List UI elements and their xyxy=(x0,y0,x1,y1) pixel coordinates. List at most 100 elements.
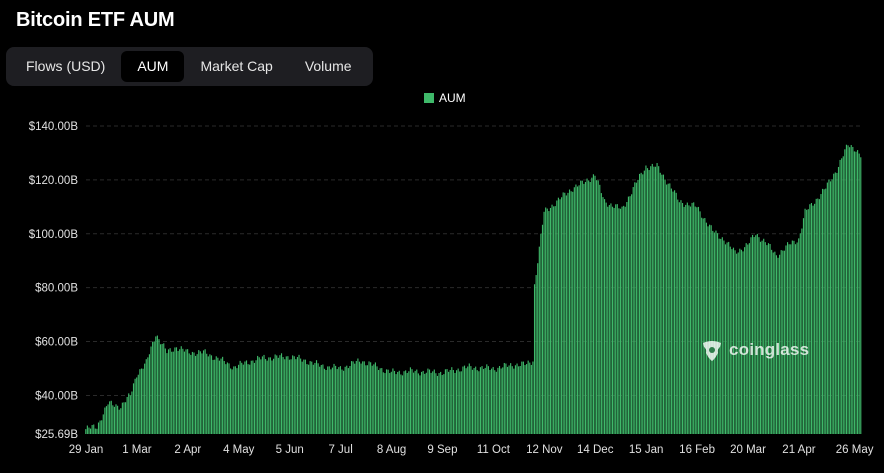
aum-bar[interactable] xyxy=(152,341,154,434)
aum-bar[interactable] xyxy=(751,234,754,434)
aum-bar[interactable] xyxy=(511,366,513,434)
aum-bar[interactable] xyxy=(553,206,555,434)
aum-bar[interactable] xyxy=(580,180,582,434)
aum-bar[interactable] xyxy=(822,188,824,434)
aum-bar[interactable] xyxy=(233,366,235,434)
aum-bar[interactable] xyxy=(498,366,501,434)
aum-bar[interactable] xyxy=(616,204,618,434)
aum-bar[interactable] xyxy=(331,367,334,434)
aum-bar[interactable] xyxy=(607,206,609,434)
aum-bar[interactable] xyxy=(753,237,755,434)
aum-bar[interactable] xyxy=(860,157,862,434)
aum-bar[interactable] xyxy=(481,366,483,434)
aum-bar[interactable] xyxy=(731,249,733,434)
aum-bar[interactable] xyxy=(161,343,163,434)
aum-bar[interactable] xyxy=(406,373,408,434)
aum-bar[interactable] xyxy=(368,361,370,434)
aum-bar[interactable] xyxy=(782,250,784,434)
aum-bar[interactable] xyxy=(110,400,112,434)
aum-bar[interactable] xyxy=(292,355,294,434)
aum-bar[interactable] xyxy=(710,225,712,434)
aum-bar[interactable] xyxy=(589,181,591,434)
aum-bar[interactable] xyxy=(611,206,614,434)
aum-bar[interactable] xyxy=(603,199,606,434)
aum-bar[interactable] xyxy=(532,361,534,434)
aum-bar[interactable] xyxy=(678,202,680,434)
aum-bar[interactable] xyxy=(787,242,789,434)
aum-bar[interactable] xyxy=(796,242,798,434)
aum-bar[interactable] xyxy=(349,366,351,434)
aum-bar[interactable] xyxy=(115,404,117,434)
aum-bar[interactable] xyxy=(155,336,157,434)
aum-bar[interactable] xyxy=(597,180,599,434)
aum-bar[interactable] xyxy=(658,166,660,434)
aum-bar[interactable] xyxy=(849,147,851,434)
aum-bar[interactable] xyxy=(648,170,650,435)
aum-bar[interactable] xyxy=(199,351,201,434)
aum-bar[interactable] xyxy=(341,369,343,434)
aum-bar[interactable] xyxy=(664,179,666,434)
aum-bar[interactable] xyxy=(131,391,133,434)
aum-bar[interactable] xyxy=(744,247,746,434)
aum-bar[interactable] xyxy=(303,359,305,434)
aum-bar[interactable] xyxy=(253,362,256,434)
aum-bar[interactable] xyxy=(378,370,380,434)
aum-bar[interactable] xyxy=(713,232,715,434)
aum-bar[interactable] xyxy=(588,180,590,434)
aum-bar[interactable] xyxy=(409,367,411,434)
tab-volume[interactable]: Volume xyxy=(304,58,352,74)
aum-bar[interactable] xyxy=(471,369,474,434)
aum-bar[interactable] xyxy=(408,371,410,434)
aum-bar[interactable] xyxy=(734,250,736,434)
aum-bar[interactable] xyxy=(175,347,178,434)
aum-bar[interactable] xyxy=(699,211,701,434)
aum-bar[interactable] xyxy=(707,226,709,434)
aum-bar[interactable] xyxy=(502,367,504,434)
aum-bar[interactable] xyxy=(828,179,830,434)
aum-bar[interactable] xyxy=(686,202,688,434)
aum-bar[interactable] xyxy=(591,177,593,434)
aum-bar[interactable] xyxy=(646,168,649,434)
aum-bar[interactable] xyxy=(670,188,672,434)
aum-bar[interactable] xyxy=(328,366,330,434)
aum-bar[interactable] xyxy=(239,360,241,434)
aum-bar[interactable] xyxy=(400,374,402,434)
aum-bar[interactable] xyxy=(343,370,345,434)
aum-bar[interactable] xyxy=(139,369,141,434)
aum-bar[interactable] xyxy=(677,199,679,434)
aum-bar[interactable] xyxy=(537,263,539,434)
aum-bar[interactable] xyxy=(258,357,260,434)
aum-bar[interactable] xyxy=(164,348,166,434)
aum-bar[interactable] xyxy=(322,364,324,434)
aum-bar[interactable] xyxy=(147,357,149,434)
aum-bar[interactable] xyxy=(654,166,657,435)
aum-bar[interactable] xyxy=(317,363,319,434)
aum-bar[interactable] xyxy=(478,371,480,434)
aum-bar[interactable] xyxy=(763,238,765,434)
aum-bar[interactable] xyxy=(857,150,859,434)
aum-bar[interactable] xyxy=(228,363,230,434)
aum-bar[interactable] xyxy=(446,369,448,434)
aum-bar[interactable] xyxy=(798,238,800,434)
aum-bar[interactable] xyxy=(237,364,240,434)
aum-bar[interactable] xyxy=(411,369,413,434)
aum-bar[interactable] xyxy=(530,364,532,434)
aum-bar[interactable] xyxy=(413,372,415,434)
aum-bar[interactable] xyxy=(290,359,292,434)
aum-bar[interactable] xyxy=(538,246,540,434)
aum-bar[interactable] xyxy=(802,218,805,434)
aum-bar[interactable] xyxy=(120,408,122,434)
aum-bar[interactable] xyxy=(96,428,98,434)
aum-bar[interactable] xyxy=(613,207,615,434)
aum-bar[interactable] xyxy=(669,183,671,434)
aum-bar[interactable] xyxy=(430,372,432,434)
aum-bar[interactable] xyxy=(833,173,835,434)
aum-bar[interactable] xyxy=(190,354,192,434)
aum-bar[interactable] xyxy=(693,202,695,434)
aum-bar[interactable] xyxy=(174,347,176,434)
aum-bar[interactable] xyxy=(226,362,228,434)
aum-bar[interactable] xyxy=(257,355,259,434)
tab-aum[interactable]: AUM xyxy=(121,51,185,82)
aum-bar[interactable] xyxy=(150,346,152,434)
aum-bar[interactable] xyxy=(858,153,860,434)
